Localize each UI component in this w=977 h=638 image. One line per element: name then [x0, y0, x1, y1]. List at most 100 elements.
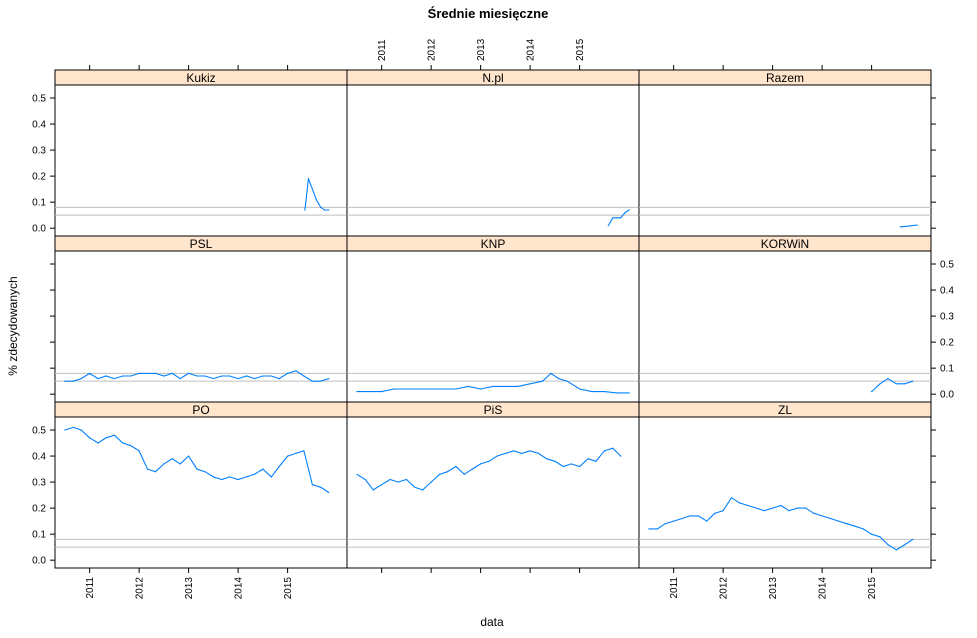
data-point: [612, 217, 614, 219]
data-point: [446, 471, 449, 473]
data-point: [328, 378, 330, 380]
data-point: [64, 380, 66, 382]
data-point: [689, 515, 691, 517]
data-point: [480, 463, 482, 465]
y-tick-label: 0.3: [32, 478, 46, 489]
data-point: [307, 178, 309, 180]
data-point: [730, 497, 733, 499]
x-tick-label: 2011: [85, 577, 96, 599]
data-point: [397, 481, 399, 483]
data-point: [130, 445, 132, 447]
data-point: [912, 380, 914, 382]
data-point: [372, 489, 374, 491]
x-tick-label: 2013: [476, 38, 487, 61]
data-point: [229, 476, 231, 478]
data-point: [303, 375, 305, 377]
panel-kukiz: Kukiz 0.0 0.1 0.2 0.3 0.4 0.5: [32, 65, 348, 237]
x-tick-label: 2012: [427, 38, 438, 61]
data-point: [887, 544, 889, 546]
data-point: [545, 458, 548, 460]
data-point: [796, 507, 799, 509]
data-point: [616, 392, 618, 394]
panels: Kukiz 0.0 0.1 0.2 0.3 0.4 0.5 N.pl 2011 2012 2013 2…: [32, 38, 954, 599]
y-tick-label: 0.1: [32, 198, 46, 209]
data-point: [311, 380, 313, 382]
data-point: [221, 478, 223, 481]
data-point: [879, 383, 881, 385]
panel-strip-label: KNP: [481, 237, 506, 251]
panel-strip-label: ZL: [778, 403, 792, 417]
data-point: [541, 380, 544, 382]
data-point: [80, 429, 82, 431]
chart-title: Średnie miesięczne: [428, 6, 549, 21]
x-tick-label: 2012: [719, 577, 730, 600]
data-point: [163, 375, 165, 377]
data-point: [113, 378, 115, 380]
data-point: [871, 391, 873, 393]
data-point: [324, 209, 326, 211]
panel-frame: [54, 84, 348, 237]
panel-frame: [638, 84, 932, 237]
data-point: [414, 486, 416, 488]
data-point: [80, 378, 82, 380]
data-point: [171, 372, 173, 374]
data-point: [97, 442, 99, 444]
data-point: [356, 391, 358, 393]
data-point: [463, 473, 465, 475]
data-point: [146, 372, 149, 374]
y-tick-label: 0.0: [32, 556, 46, 567]
data-point: [471, 468, 473, 470]
data-point: [389, 478, 391, 481]
data-point: [89, 437, 91, 439]
data-point: [763, 510, 765, 512]
data-point: [895, 383, 898, 385]
y-tick-label: 0.5: [32, 426, 46, 437]
data-point: [405, 388, 407, 390]
data-point: [442, 388, 445, 390]
series-line: [356, 372, 630, 394]
data-point: [537, 452, 540, 454]
data-point: [566, 380, 568, 382]
data-point: [706, 520, 708, 522]
data-point: [130, 375, 132, 377]
series-line: [871, 377, 913, 393]
x-tick-label: 2013: [768, 577, 779, 600]
data-point: [204, 471, 206, 473]
data-point: [607, 225, 609, 227]
data-point: [393, 388, 395, 390]
data-point: [455, 465, 457, 468]
data-point: [612, 447, 614, 449]
data-point: [64, 429, 66, 431]
data-point: [122, 375, 124, 377]
panel-frame: [346, 250, 640, 403]
panel-frame: [54, 416, 348, 569]
panel-frame: [346, 416, 640, 569]
data-point: [295, 452, 297, 454]
data-point: [587, 458, 589, 460]
data-point: [871, 533, 873, 535]
data-point: [603, 450, 606, 452]
panel-frame: [638, 416, 932, 569]
y-tick-label: 0.5: [940, 260, 954, 271]
data-point: [492, 385, 494, 387]
data-point: [895, 549, 898, 551]
data-point: [488, 460, 490, 462]
data-point: [714, 512, 716, 514]
data-point: [628, 209, 630, 211]
data-point: [780, 504, 782, 507]
y-tick-label: 0.4: [32, 120, 46, 131]
data-point: [196, 375, 198, 377]
data-point: [320, 486, 322, 488]
data-point: [788, 510, 790, 512]
data-point: [113, 434, 115, 436]
data-point: [188, 372, 190, 374]
data-point: [624, 212, 626, 214]
data-point: [579, 388, 581, 390]
data-point: [229, 375, 231, 377]
data-point: [138, 450, 140, 452]
data-point: [245, 476, 248, 478]
y-axis-label: % zdecydowanych: [6, 276, 20, 375]
y-tick-label: 0.0: [32, 224, 46, 235]
data-point: [755, 507, 757, 509]
data-point: [262, 468, 264, 470]
